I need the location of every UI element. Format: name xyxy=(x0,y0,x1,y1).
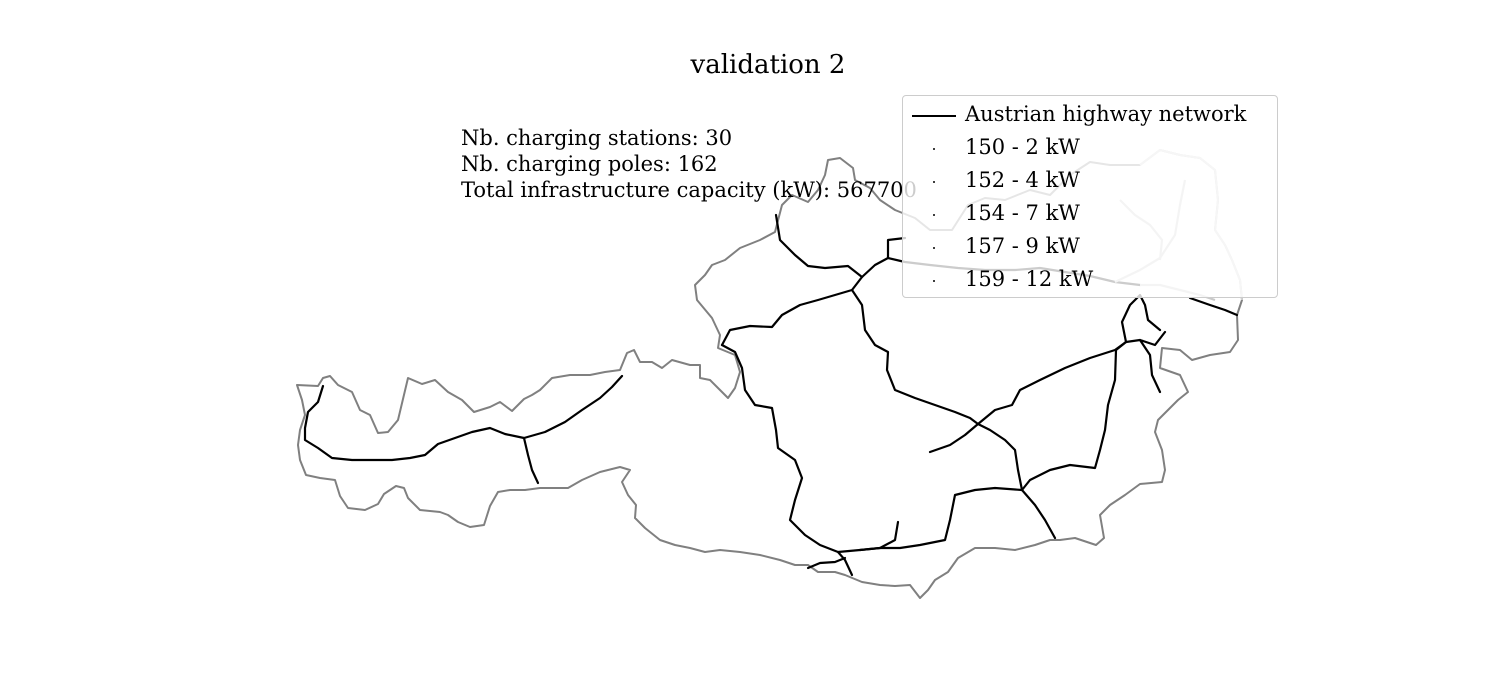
legend-line-swatch xyxy=(903,99,965,129)
legend-label-class: 154 - 7 kW xyxy=(965,201,1080,225)
austria-border xyxy=(296,149,1243,599)
legend-dot-swatch xyxy=(903,264,965,294)
legend-item-class: 157 - 9 kW xyxy=(903,231,1080,261)
legend-dot-swatch xyxy=(903,231,965,261)
legend-item-class: 150 - 2 kW xyxy=(903,132,1080,162)
legend-item-network: Austrian highway network xyxy=(903,99,1246,129)
stations-count: Nb. charging stations: 30 xyxy=(461,126,733,150)
map-title: validation 2 xyxy=(690,50,846,80)
legend-label-class: 159 - 12 kW xyxy=(965,267,1094,291)
legend-label-network: Austrian highway network xyxy=(965,102,1247,126)
legend-dot-swatch xyxy=(903,198,965,228)
poles-count: Nb. charging poles: 162 xyxy=(461,152,718,176)
legend-label-class: 150 - 2 kW xyxy=(965,135,1080,159)
legend-item-class: 154 - 7 kW xyxy=(903,198,1080,228)
legend-item-class: 159 - 12 kW xyxy=(903,264,1093,294)
legend-label-class: 157 - 9 kW xyxy=(965,234,1080,258)
legend-label-class: 152 - 4 kW xyxy=(965,168,1080,192)
highway-network xyxy=(303,213,1239,577)
legend-dot-swatch xyxy=(903,165,965,195)
legend-dot-swatch xyxy=(903,132,965,162)
legend-item-class: 152 - 4 kW xyxy=(903,165,1080,195)
capacity-total: Total infrastructure capacity (kW): 5677… xyxy=(461,178,917,202)
legend: Austrian highway network 150 - 2 kW 152 … xyxy=(902,95,1278,298)
stats-block: Nb. charging stations: 30 Nb. charging po… xyxy=(461,125,917,203)
